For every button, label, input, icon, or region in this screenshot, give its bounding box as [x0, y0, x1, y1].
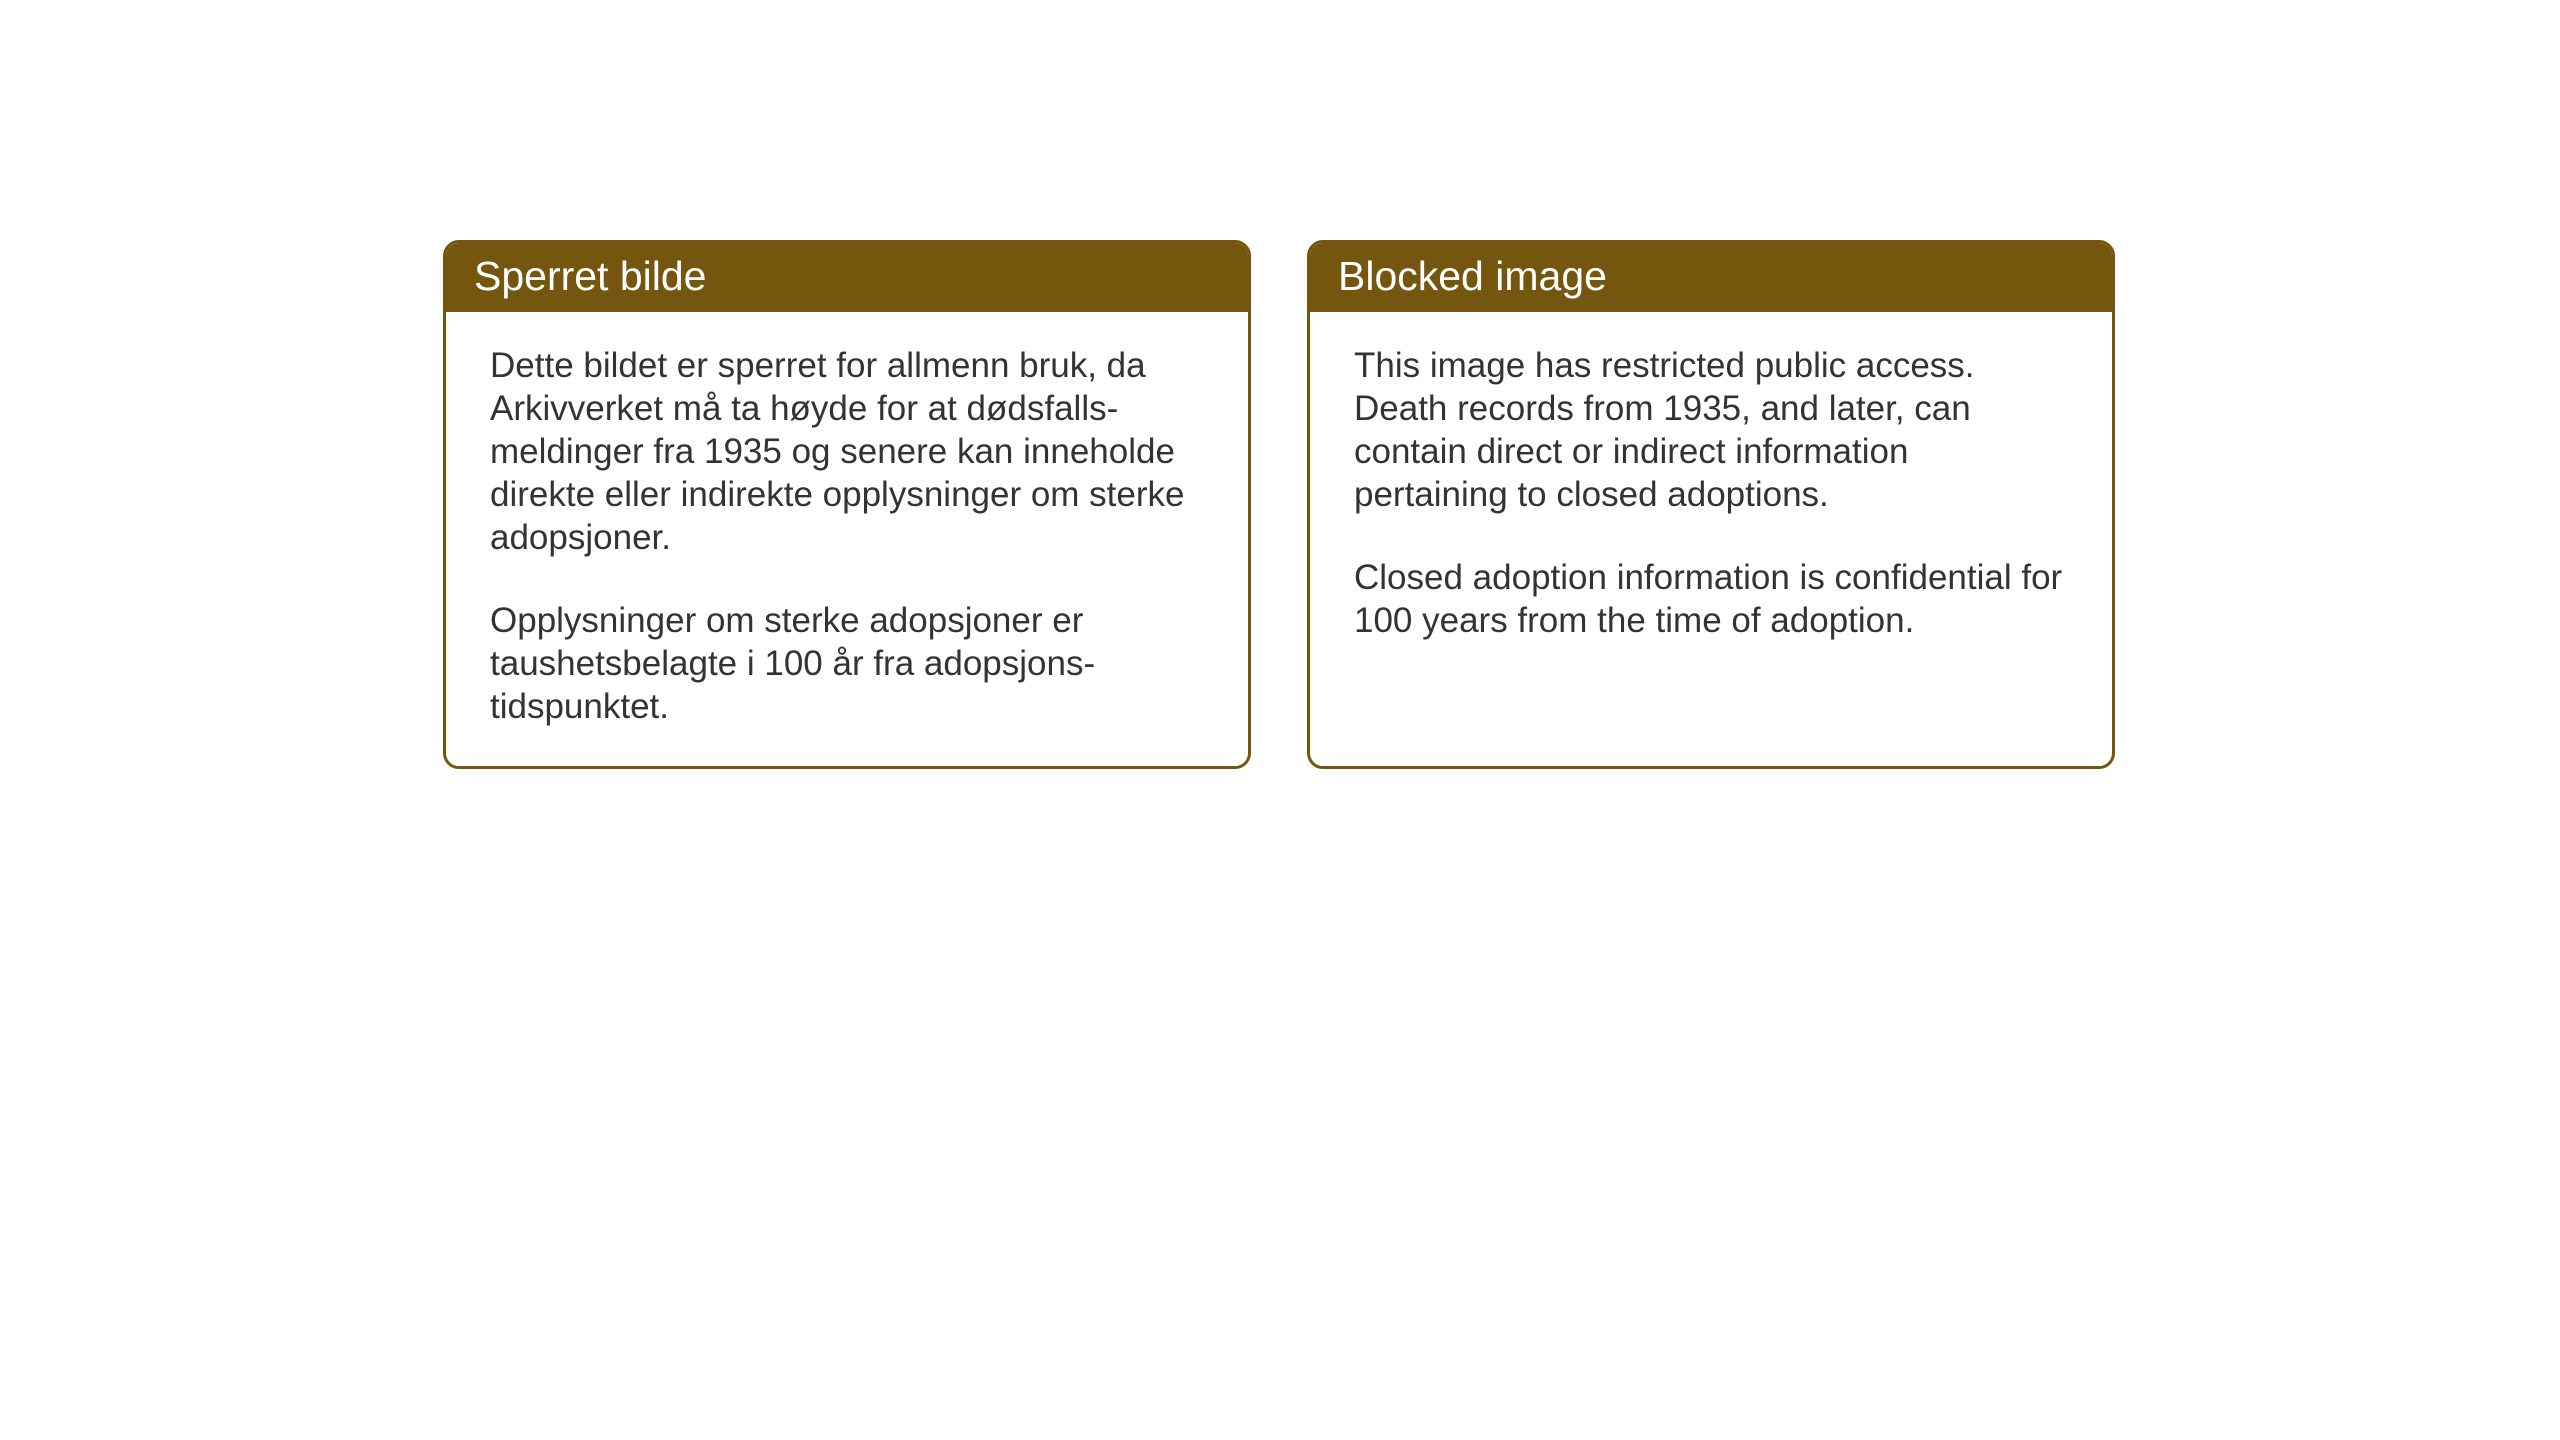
card-header-norwegian: Sperret bilde [446, 243, 1248, 312]
card-norwegian: Sperret bilde Dette bildet er sperret fo… [443, 240, 1251, 769]
card-body-norwegian: Dette bildet er sperret for allmenn bruk… [446, 312, 1248, 766]
card-english: Blocked image This image has restricted … [1307, 240, 2115, 769]
card-container: Sperret bilde Dette bildet er sperret fo… [0, 0, 2560, 769]
paragraph-eng-2: Closed adoption information is confident… [1354, 556, 2068, 642]
paragraph-nor-1: Dette bildet er sperret for allmenn bruk… [490, 344, 1204, 559]
paragraph-nor-2: Opplysninger om sterke adopsjoner er tau… [490, 599, 1204, 728]
card-header-english: Blocked image [1310, 243, 2112, 312]
paragraph-eng-1: This image has restricted public access.… [1354, 344, 2068, 516]
card-body-english: This image has restricted public access.… [1310, 312, 2112, 680]
